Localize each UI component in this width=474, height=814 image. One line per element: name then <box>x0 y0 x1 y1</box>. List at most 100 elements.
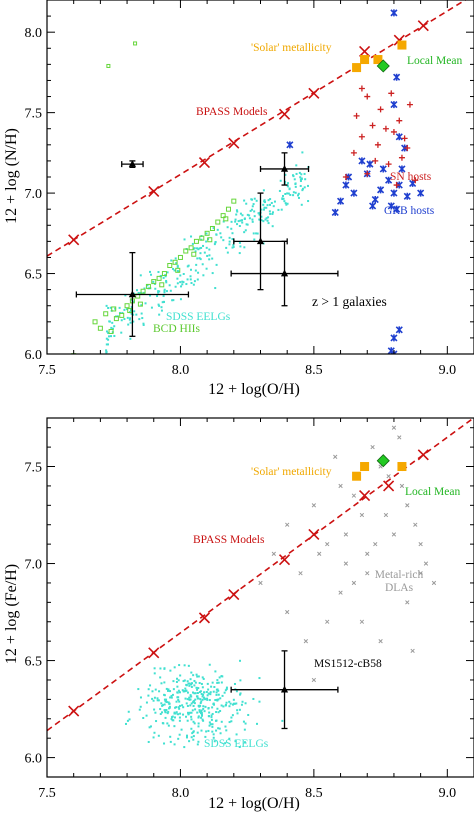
sdss-eelg-point <box>163 698 166 701</box>
sdss-eelg-point <box>113 325 116 328</box>
sdss-eelg-point <box>105 350 108 353</box>
bcd-hii-point <box>161 271 167 277</box>
sdss-eelg-point <box>166 689 169 692</box>
sdss-eelg-point <box>128 718 131 721</box>
sdss-eelg-point <box>176 685 179 688</box>
sdss-eelg-point <box>137 688 140 691</box>
y-tick-label: 6.5 <box>25 268 43 283</box>
sdss-eelg-point <box>260 215 263 218</box>
sdss-eelg-point <box>124 722 127 725</box>
sdss-eelg-point <box>189 695 192 698</box>
sdss-eelg-point <box>228 721 231 724</box>
sdss-eelg-point <box>234 218 237 221</box>
sdss-eelg-point <box>244 229 247 232</box>
y-axis-label: 12 + log (Fe/H) <box>3 564 20 664</box>
sdss-eelg-point <box>258 700 261 703</box>
ms1512-cb58-label: MS1512-cB58 <box>314 658 382 670</box>
sdss-eelg-point <box>157 699 160 702</box>
grb-hosts-label: GRB hosts <box>384 205 435 217</box>
sdss-eelg-point <box>129 298 132 301</box>
sdss-eelg-point <box>186 278 189 281</box>
sdss-eelg-point <box>188 711 191 714</box>
sdss-eelg-point <box>163 288 166 291</box>
sdss-eelg-point <box>251 218 254 221</box>
sdss-eelg-point <box>286 184 289 187</box>
sdss-eelg-point <box>263 206 266 209</box>
x-tick-label: 8.0 <box>172 786 190 801</box>
sdss-eelg-point <box>281 198 284 201</box>
bpass-model-marker <box>308 528 320 540</box>
sdss-eelg-point <box>178 733 181 736</box>
sdss-eelg-point <box>175 262 178 265</box>
sdss-eelg-point <box>235 213 238 216</box>
sn-host-point <box>369 122 376 129</box>
sn-hosts-label: SN hosts <box>390 171 432 183</box>
sdss-eelg-point <box>272 205 275 208</box>
sdss-eelg-point <box>173 712 176 715</box>
sdss-eelg-point <box>282 197 285 200</box>
sdss-eelg-point <box>176 264 179 267</box>
sdss-eelg-point <box>213 686 216 689</box>
sdss-eelg-point <box>219 697 222 700</box>
sdss-eelg-point <box>181 689 184 692</box>
sdss-eelg-point <box>198 247 201 250</box>
sdss-eelg-point <box>219 709 222 712</box>
sdss-eelg-point <box>197 722 200 725</box>
sdss-eelg-point <box>126 719 129 722</box>
sdss-eelg-point <box>164 700 167 703</box>
sdss-eelg-point <box>179 281 182 284</box>
sdss-eelg-point <box>185 683 188 686</box>
bpass-model-marker <box>68 234 80 246</box>
metal-rich-dla-point <box>405 503 410 508</box>
sdss-eelg-point <box>157 303 160 306</box>
bcd-hii-point <box>140 288 146 294</box>
sdss-eelg-point <box>253 215 256 218</box>
sdss-eelg-point <box>265 217 268 220</box>
x-tick-label: 8.5 <box>305 363 323 378</box>
sdss-eelg-point <box>154 688 157 691</box>
sdss-eelg-point <box>194 698 197 701</box>
sdss-eelg-point <box>205 267 208 270</box>
sdss-eelg-point <box>203 710 206 713</box>
sdss-eelg-point <box>267 222 270 225</box>
sdss-eelg-point <box>181 283 184 286</box>
sdss-eelg-point <box>228 236 231 239</box>
sdss-eelg-point <box>191 709 194 712</box>
nh-vs-oh-panel: 7.5 8.0 8.5 9.0 6.0 6.5 7.0 7.5 8.0 12 + log (N/… <box>3 0 474 398</box>
sdss-eelg-point <box>167 710 170 713</box>
sdss-eelg-point <box>193 702 196 705</box>
sdss-eelg-point <box>201 686 204 689</box>
sdss-eelg-point <box>161 711 164 714</box>
sdss-eelg-point <box>213 703 216 706</box>
sdss-eelg-point <box>163 291 166 294</box>
metal-rich-dla-point <box>413 522 418 527</box>
local-mean-point-group <box>376 59 390 73</box>
sdss-eelg-point <box>217 689 220 692</box>
sdss-eelg-point <box>161 301 164 304</box>
sdss-eelg-point <box>165 698 168 701</box>
sdss-eelg-point <box>201 718 204 721</box>
sdss-eelg-point <box>217 698 220 701</box>
sdss-eelg-point <box>120 319 123 322</box>
sn-host-point <box>358 133 365 140</box>
sdss-eelg-point <box>208 254 211 257</box>
sdss-eelg-point <box>243 728 246 731</box>
sdss-eelg-point <box>194 692 197 695</box>
sdss-eelg-point <box>284 173 287 176</box>
sdss-eelg-point <box>205 240 208 243</box>
sn-host-point <box>342 174 349 180</box>
sdss-eelg-point <box>211 706 214 709</box>
sdss-eelg-point <box>185 702 188 705</box>
sdss-eelg-point <box>158 304 161 307</box>
sdss-eelg-point <box>157 291 160 294</box>
sdss-eelg-point <box>277 208 280 211</box>
sdss-eelg-point <box>218 727 221 730</box>
bpass-model-marker <box>417 449 429 461</box>
bcd-hii-point <box>172 259 178 265</box>
sn-host-point <box>398 154 405 161</box>
sdss-eelg-point <box>196 247 199 250</box>
sdss-eelg-point <box>160 309 163 312</box>
sdss-eelg-point <box>196 278 199 281</box>
local-mean-point <box>376 454 390 468</box>
sdss-eelg-point <box>208 711 211 714</box>
